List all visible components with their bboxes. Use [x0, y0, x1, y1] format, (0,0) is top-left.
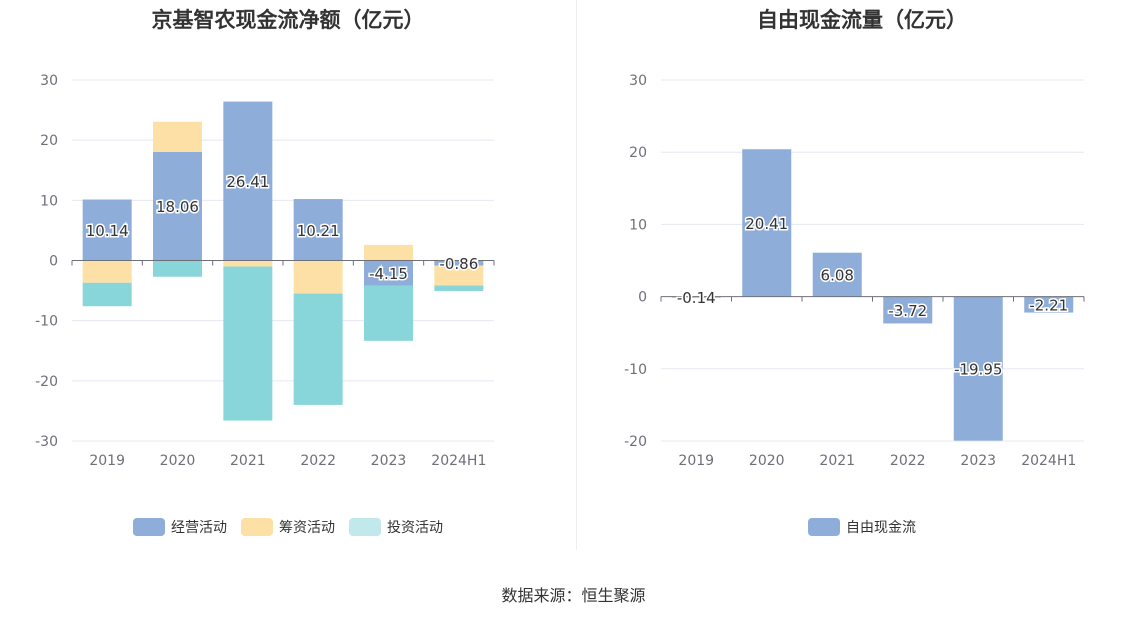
data-source: 数据来源：恒生聚源	[501, 586, 646, 605]
bar	[223, 266, 273, 421]
data-label: 10.21	[297, 222, 340, 240]
x-tick-label: 2021	[819, 453, 855, 469]
y-tick-label: 20	[629, 145, 647, 161]
data-label: 10.14	[86, 222, 129, 240]
legend-label: 自由现金流	[846, 520, 916, 536]
legend-label: 筹资活动	[279, 520, 335, 536]
bar	[223, 260, 273, 267]
legend-item-investing[interactable]: 投资活动	[349, 517, 443, 537]
legend-swatch	[133, 518, 165, 536]
bar	[742, 149, 792, 297]
y-tick-label: -10	[624, 362, 647, 378]
x-tick-label: 2022	[300, 453, 336, 469]
legend-label: 投资活动	[387, 520, 443, 536]
x-tick-label: 2019	[678, 453, 714, 469]
x-tick-label: 2023	[960, 453, 996, 469]
data-label: -0.86	[439, 255, 478, 273]
bar	[364, 244, 413, 261]
data-label: -2.21	[1029, 297, 1068, 315]
x-tick-label: 2020	[749, 453, 785, 469]
data-label: 20.41	[745, 215, 788, 233]
y-tick-label: 0	[49, 254, 58, 270]
legend-item-financing[interactable]: 筹资活动	[241, 517, 335, 537]
bar	[82, 199, 132, 261]
bar	[812, 252, 862, 297]
x-tick-label: 2022	[890, 453, 926, 469]
y-tick-label: -20	[624, 434, 647, 450]
cashflow-net-chart-panel: 京基智农现金流净额（亿元） 30 20 10 0 -10 -20 -30 2019 2020 20…	[0, 0, 576, 550]
bar	[434, 260, 484, 266]
bar	[223, 101, 273, 261]
data-label: -3.72	[888, 302, 927, 320]
bar	[82, 260, 132, 283]
data-label: -0.14	[677, 289, 716, 307]
chart-legend: 经营活动 筹资活动 投资活动	[0, 517, 576, 537]
bar	[153, 151, 202, 261]
y-tick-label: 30	[40, 73, 58, 89]
legend-item-free-cashflow[interactable]: 自由现金流	[808, 517, 916, 537]
panel-divider	[576, 0, 577, 550]
cashflow-net-chart: 30 20 10 0 -10 -20 -30 2019 2020 2021 2022 2023 2024…	[35, 73, 495, 469]
x-tick-label: 2020	[160, 453, 196, 469]
y-tick-label: -30	[35, 434, 58, 450]
legend-swatch	[241, 518, 273, 536]
bar	[82, 282, 132, 307]
y-tick-label: -10	[35, 314, 58, 330]
bar	[364, 260, 413, 286]
chart-title: 自由现金流量（亿元）	[757, 8, 967, 32]
x-tick-label: 2023	[371, 453, 407, 469]
y-tick-label: 0	[638, 290, 647, 306]
chart-title: 京基智农现金流净额（亿元）	[151, 8, 425, 32]
data-label: 6.08	[821, 267, 854, 285]
chart-legend: 自由现金流	[577, 517, 1147, 537]
y-tick-label: 20	[40, 133, 58, 149]
data-label: 26.41	[226, 173, 269, 191]
bar	[1024, 296, 1074, 313]
data-label: -4.15	[369, 265, 408, 283]
bar	[293, 293, 343, 405]
bar	[364, 285, 413, 341]
bar	[434, 265, 484, 286]
x-tick-label: 2021	[230, 453, 266, 469]
bar	[434, 285, 484, 291]
legend-label: 经营活动	[171, 520, 227, 536]
bar	[153, 121, 202, 152]
y-tick-label: 10	[40, 193, 58, 209]
y-tick-label: 30	[629, 73, 647, 89]
x-tick-label: 2024H1	[1021, 453, 1076, 469]
y-tick-label: 10	[629, 217, 647, 233]
bar	[883, 296, 933, 324]
legend-swatch	[808, 518, 840, 536]
x-tick-label: 2024H1	[431, 453, 486, 469]
data-label: 18.06	[156, 198, 199, 216]
bar	[671, 296, 721, 298]
data-label: -19.95	[954, 361, 1002, 379]
y-tick-label: -20	[35, 374, 58, 390]
bar	[953, 296, 1003, 441]
bar	[293, 260, 343, 294]
legend-swatch	[349, 518, 381, 536]
legend-item-operating[interactable]: 经营活动	[133, 517, 227, 537]
bar	[153, 260, 202, 277]
free-cashflow-chart: 30 20 10 0 -10 -20 2019 2020 2021 2022 2023 2024H1 -…	[624, 73, 1085, 469]
bar	[293, 199, 343, 261]
x-tick-label: 2019	[89, 453, 125, 469]
free-cashflow-chart-panel: 自由现金流量（亿元） 30 20 10 0 -10 -20 2019 2020 2021 2022…	[577, 0, 1147, 550]
